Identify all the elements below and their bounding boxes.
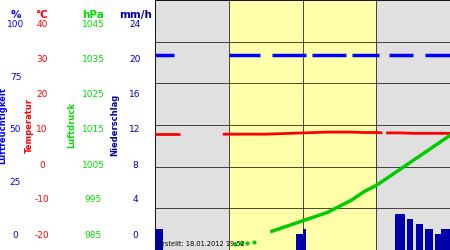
Text: 0: 0 — [39, 160, 45, 170]
Text: 12: 12 — [130, 126, 141, 134]
Text: -20: -20 — [35, 230, 49, 239]
Bar — [229, 0, 376, 250]
Text: Luftfeuchtigkeit: Luftfeuchtigkeit — [0, 86, 8, 164]
Text: 1025: 1025 — [82, 90, 104, 100]
Text: 50: 50 — [10, 126, 21, 134]
Text: Temperatur: Temperatur — [25, 98, 34, 152]
Text: 10: 10 — [36, 126, 48, 134]
Bar — [297, 234, 302, 250]
Bar — [302, 229, 306, 250]
Text: %: % — [10, 10, 21, 20]
Text: 1005: 1005 — [81, 160, 105, 170]
Text: 0: 0 — [132, 230, 138, 239]
Text: °C: °C — [36, 10, 48, 20]
Text: 1035: 1035 — [81, 56, 105, 64]
Text: 995: 995 — [85, 196, 102, 204]
Text: Erstellt: 18.01.2012 19:52: Erstellt: 18.01.2012 19:52 — [158, 242, 245, 248]
Text: 1015: 1015 — [81, 126, 105, 134]
Text: Luftdruck: Luftdruck — [67, 102, 76, 148]
Text: 0: 0 — [13, 230, 18, 239]
Bar — [416, 224, 423, 250]
Text: 16: 16 — [129, 90, 141, 100]
Text: 40: 40 — [36, 20, 48, 30]
Text: 24: 24 — [130, 20, 141, 30]
Text: -10: -10 — [35, 196, 50, 204]
Text: mm/h: mm/h — [119, 10, 152, 20]
Bar — [407, 219, 413, 250]
Text: 4: 4 — [132, 196, 138, 204]
Text: Niederschlag: Niederschlag — [110, 94, 119, 156]
Bar — [155, 229, 162, 250]
Text: 1045: 1045 — [82, 20, 104, 30]
Text: 8: 8 — [132, 160, 138, 170]
Bar — [441, 229, 450, 250]
Bar — [425, 229, 433, 250]
Text: 75: 75 — [10, 73, 21, 82]
Text: hPa: hPa — [82, 10, 104, 20]
Text: 25: 25 — [10, 178, 21, 187]
Text: 100: 100 — [7, 20, 24, 30]
Text: 985: 985 — [85, 230, 102, 239]
Text: 30: 30 — [36, 56, 48, 64]
Bar — [395, 214, 405, 250]
Text: 20: 20 — [36, 90, 48, 100]
Text: 20: 20 — [130, 56, 141, 64]
Bar — [435, 234, 441, 250]
